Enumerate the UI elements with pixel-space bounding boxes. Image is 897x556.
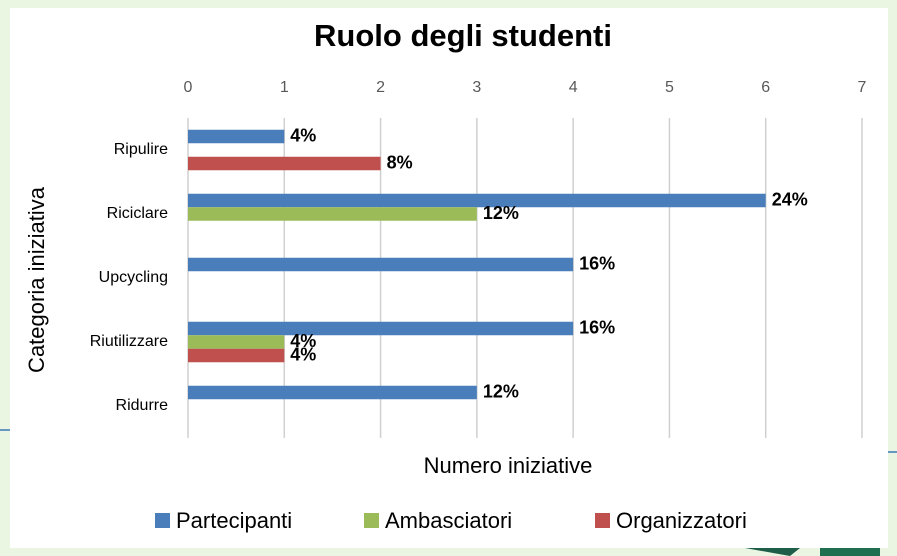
bar (188, 321, 574, 336)
bar (188, 348, 285, 363)
value-label: 16% (579, 317, 615, 337)
bar (188, 335, 285, 349)
x-tick-label: 7 (858, 79, 867, 96)
y-tick-label: Upcycling (99, 269, 168, 286)
value-label: 12% (483, 203, 519, 223)
x-tick-label: 4 (569, 79, 578, 96)
value-label: 16% (579, 253, 615, 273)
value-label: 4% (290, 344, 316, 364)
x-tick-label: 6 (761, 79, 770, 96)
y-axis-label: Categoria iniziativa (24, 186, 49, 373)
value-label: 4% (290, 331, 316, 351)
bar (188, 129, 285, 144)
bar (188, 156, 381, 171)
decor-shape (820, 545, 880, 556)
value-label: 4% (290, 125, 316, 145)
y-tick-label: Ripulire (114, 141, 168, 158)
x-tick-label: 5 (665, 79, 674, 96)
bar (188, 193, 766, 208)
y-tick-label: Riciclare (107, 205, 168, 222)
plot: 0 1 2 3 4 5 6 7 Ripulire 4% 8% Riciclare 24% 12% Upcyc… (90, 79, 867, 533)
x-axis-label: Numero iniziative (424, 453, 593, 478)
legend-swatch (595, 513, 610, 528)
x-tick-label: 0 (184, 79, 193, 96)
y-tick-label: Ridurre (116, 397, 169, 414)
legend-swatch (155, 513, 170, 528)
legend-swatch (364, 513, 379, 528)
y-tick-label: Riutilizzare (90, 333, 168, 350)
x-tick-label: 3 (472, 79, 481, 96)
x-tick-label: 2 (376, 79, 385, 96)
bar (188, 385, 477, 400)
decor-shape (745, 548, 800, 556)
chart-area (10, 8, 888, 548)
chart-title: Ruolo degli studenti (314, 18, 612, 53)
legend-label: Organizzatori (616, 508, 747, 533)
x-tick-label: 1 (280, 79, 289, 96)
bar (188, 207, 477, 221)
value-label: 24% (772, 189, 808, 209)
bar (188, 257, 574, 272)
legend-label: Ambasciatori (385, 508, 512, 533)
value-label: 8% (387, 152, 413, 172)
legend-label: Partecipanti (176, 508, 292, 533)
value-label: 12% (483, 381, 519, 401)
